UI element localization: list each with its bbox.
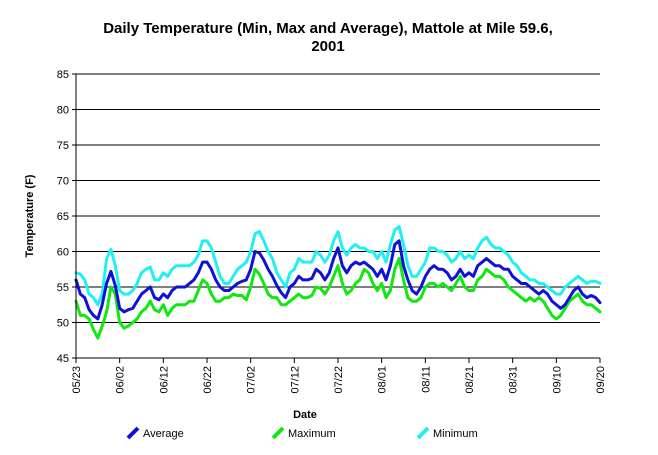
x-tick-label-08-01: 08/01 bbox=[377, 366, 389, 394]
y-tick-label-60: 60 bbox=[57, 247, 69, 259]
x-tick-label-06-12: 06/12 bbox=[158, 366, 170, 394]
x-tick-label-07-02: 07/02 bbox=[246, 366, 258, 394]
chart-title-line-2: 2001 bbox=[311, 38, 344, 55]
x-tick-label-09-20: 09/20 bbox=[595, 366, 607, 394]
y-tick-label-70: 70 bbox=[57, 176, 69, 188]
x-axis-label: Date bbox=[293, 409, 317, 421]
y-tick-label-45: 45 bbox=[57, 353, 69, 365]
series-line-maximum bbox=[74, 257, 602, 340]
chart-title-line-1: Daily Temperature (Min, Max and Average)… bbox=[103, 20, 553, 37]
legend-swatch-average bbox=[126, 426, 140, 440]
x-tick-label-07-22: 07/22 bbox=[333, 366, 345, 394]
x-tick-label-08-21: 08/21 bbox=[464, 366, 476, 394]
legend-label-minimum: Minimum bbox=[433, 428, 478, 440]
x-axis-ticks: 05/23 06/02 06/12 06/22 07/02 07/12 07/22 08/01… bbox=[71, 358, 607, 394]
legend: Average Maximum Minimum bbox=[126, 426, 478, 440]
series-lines bbox=[74, 225, 602, 340]
y-axis-label: Temperature (F) bbox=[24, 174, 36, 257]
x-tick-label-05-23: 05/23 bbox=[71, 366, 83, 394]
x-tick-label-06-02: 06/02 bbox=[115, 366, 127, 394]
legend-swatch-maximum bbox=[271, 426, 285, 440]
grid-lines bbox=[76, 73, 600, 323]
x-tick-label-06-22: 06/22 bbox=[202, 366, 214, 394]
series-line-average bbox=[74, 239, 602, 321]
x-tick-label-07-12: 07/12 bbox=[289, 366, 301, 394]
y-tick-label-80: 80 bbox=[57, 105, 69, 117]
x-tick-label-08-31: 08/31 bbox=[508, 366, 520, 394]
y-tick-label-75: 75 bbox=[57, 140, 69, 152]
legend-label-maximum: Maximum bbox=[288, 428, 336, 440]
x-tick-label-09-10: 09/10 bbox=[551, 366, 563, 394]
y-axis-ticks: 45 50 55 60 65 70 75 80 85 bbox=[57, 69, 76, 365]
series-line-minimum bbox=[74, 225, 602, 307]
legend-swatch-minimum bbox=[416, 426, 430, 440]
legend-label-average: Average bbox=[143, 428, 184, 440]
y-tick-label-65: 65 bbox=[57, 211, 69, 223]
y-tick-label-85: 85 bbox=[57, 69, 69, 81]
y-tick-label-50: 50 bbox=[57, 318, 69, 330]
y-tick-label-55: 55 bbox=[57, 282, 69, 294]
x-tick-label-08-11: 08/11 bbox=[420, 366, 432, 393]
